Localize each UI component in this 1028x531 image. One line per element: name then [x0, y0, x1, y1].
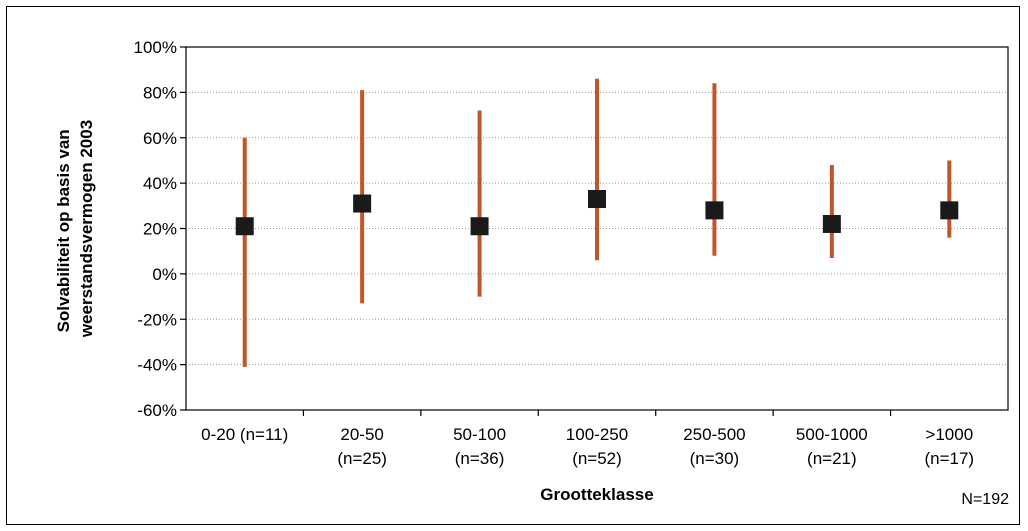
chart-frame: -60% -40% -20% 0% 20% 40% 60% 80% 100% 0-20 (n=11…	[6, 6, 1020, 525]
x-axis-title: Grootteklasse	[540, 485, 653, 504]
median-marker	[353, 194, 372, 213]
range-chart: -60% -40% -20% 0% 20% 40% 60% 80% 100% 0-20 (n=11…	[54, 38, 1009, 508]
median-marker	[940, 201, 959, 220]
y-tick-label: 40%	[143, 174, 177, 193]
x-tick-label-sample: (n=52)	[572, 449, 622, 468]
y-tick-label: 20%	[143, 220, 177, 239]
y-tick-label: 60%	[143, 129, 177, 148]
median-marker	[822, 214, 841, 233]
x-tick-label: 0-20 (n=11)	[201, 425, 288, 444]
median-marker	[705, 201, 724, 220]
median-marker	[470, 217, 489, 236]
y-axis-title: Solvabiliteit op basis van weerstandsver…	[54, 120, 96, 338]
y-axis-title-line-2: weerstandsvermogen 2003	[77, 120, 96, 338]
y-tick-label: -60%	[137, 401, 177, 420]
x-tick-label: 500-1000	[796, 425, 868, 444]
x-tick-label: 50-100	[453, 425, 506, 444]
x-tick-label-sample: (n=17)	[924, 449, 974, 468]
y-tick-label: 0%	[152, 265, 177, 284]
y-tick-label: 100%	[134, 38, 177, 57]
y-tick-label: -20%	[137, 310, 177, 329]
median-marker	[235, 217, 254, 236]
x-tick-label-sample: (n=25)	[337, 449, 387, 468]
sample-size-note: N=192	[961, 491, 1009, 508]
median-marker	[588, 190, 606, 209]
x-tick-label: 250-500	[683, 425, 745, 444]
y-axis-title-line-1: Solvabiliteit op basis van	[54, 129, 73, 332]
x-tick-label: >1000	[925, 425, 973, 444]
x-tick-label-sample: (n=36)	[455, 449, 505, 468]
x-tick-label-sample: (n=21)	[807, 449, 857, 468]
x-tick-label-sample: (n=30)	[690, 449, 740, 468]
x-tick-label: 20-50	[340, 425, 383, 444]
y-tick-label: 80%	[143, 83, 177, 102]
x-tick-label: 100-250	[566, 425, 628, 444]
y-tick-label: -40%	[137, 356, 177, 375]
